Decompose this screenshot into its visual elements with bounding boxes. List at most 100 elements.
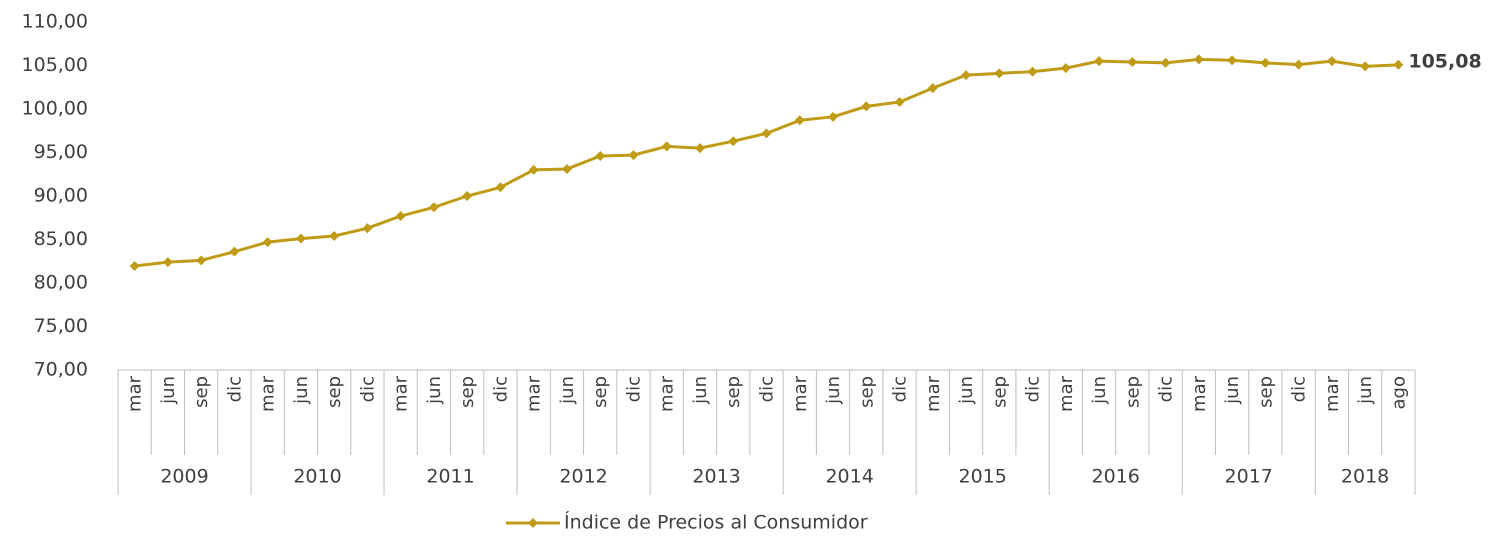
point-marker bbox=[1094, 56, 1105, 67]
point-marker bbox=[1193, 54, 1204, 65]
x-tick-label: sep bbox=[1122, 376, 1143, 408]
point-marker bbox=[861, 101, 872, 112]
y-tick-label: 75,00 bbox=[34, 315, 88, 337]
y-tick-label: 70,00 bbox=[34, 359, 88, 381]
x-tick-label: jun bbox=[1222, 376, 1243, 405]
y-tick-label: 85,00 bbox=[34, 228, 88, 250]
y-tick-label: 80,00 bbox=[34, 272, 88, 294]
x-tick-label: dic bbox=[224, 376, 245, 402]
x-tick-label: jun bbox=[1089, 376, 1110, 405]
point-marker bbox=[1326, 56, 1337, 67]
point-marker bbox=[694, 143, 705, 154]
point-marker bbox=[428, 202, 439, 213]
x-tick-label: jun bbox=[291, 376, 312, 405]
point-marker bbox=[595, 150, 606, 161]
y-tick-label: 105,00 bbox=[22, 54, 88, 76]
x-tick-label: jun bbox=[823, 376, 844, 405]
year-label: 2018 bbox=[1341, 466, 1389, 488]
x-tick-label: dic bbox=[357, 376, 378, 402]
x-tick-label: dic bbox=[1156, 376, 1177, 402]
year-label: 2016 bbox=[1092, 466, 1140, 488]
x-tick-label: dic bbox=[757, 376, 778, 402]
y-tick-label: 95,00 bbox=[34, 141, 88, 163]
point-marker bbox=[961, 70, 972, 81]
point-marker bbox=[162, 257, 173, 268]
point-marker bbox=[1127, 57, 1138, 68]
point-marker bbox=[262, 237, 273, 248]
x-tick-label: jun bbox=[956, 376, 977, 405]
point-marker bbox=[229, 246, 240, 257]
point-marker bbox=[561, 164, 572, 175]
x-tick-label: dic bbox=[1289, 376, 1310, 402]
point-marker bbox=[728, 136, 739, 147]
x-tick-label: mar bbox=[391, 375, 412, 412]
year-label: 2011 bbox=[426, 466, 474, 488]
point-marker bbox=[462, 191, 473, 201]
point-marker bbox=[1160, 57, 1171, 68]
data-label: 105,08 bbox=[1408, 50, 1481, 72]
point-marker bbox=[495, 182, 506, 193]
x-tick-label: sep bbox=[191, 376, 212, 408]
x-tick-label: jun bbox=[158, 376, 179, 405]
point-marker bbox=[628, 150, 639, 161]
point-marker bbox=[362, 223, 373, 234]
point-marker bbox=[994, 68, 1005, 79]
x-tick-label: sep bbox=[590, 376, 611, 408]
point-marker bbox=[528, 164, 539, 175]
x-tick-label: dic bbox=[890, 376, 911, 402]
point-marker bbox=[927, 83, 938, 94]
year-label: 2017 bbox=[1225, 466, 1273, 488]
y-tick-label: 90,00 bbox=[34, 185, 88, 207]
point-marker bbox=[196, 255, 207, 266]
x-tick-label: mar bbox=[258, 375, 279, 412]
x-tick-label: sep bbox=[989, 376, 1010, 408]
point-marker bbox=[1293, 59, 1304, 70]
x-tick-label: jun bbox=[690, 376, 711, 405]
x-tick-label: mar bbox=[923, 375, 944, 412]
point-marker bbox=[1393, 59, 1404, 70]
x-tick-label: mar bbox=[524, 375, 545, 412]
x-tick-label: mar bbox=[790, 375, 811, 412]
year-label: 2013 bbox=[692, 466, 740, 488]
point-marker bbox=[661, 141, 672, 152]
x-tick-label: sep bbox=[457, 376, 478, 408]
x-tick-label: dic bbox=[490, 376, 511, 402]
x-tick-label: sep bbox=[1255, 376, 1276, 408]
y-tick-label: 110,00 bbox=[22, 11, 88, 33]
point-marker bbox=[129, 261, 140, 272]
year-label: 2012 bbox=[559, 466, 607, 488]
series-line bbox=[134, 57, 1399, 268]
year-label: 2014 bbox=[825, 466, 873, 488]
x-tick-label: mar bbox=[125, 375, 146, 412]
point-marker bbox=[794, 115, 805, 126]
point-marker bbox=[1227, 55, 1238, 66]
point-marker bbox=[1260, 57, 1271, 68]
point-marker bbox=[395, 211, 406, 222]
year-label: 2010 bbox=[293, 466, 341, 488]
x-tick-label: jun bbox=[557, 376, 578, 405]
x-tick-label: mar bbox=[1189, 375, 1210, 412]
x-tick-label: mar bbox=[1322, 375, 1343, 412]
x-tick-label: sep bbox=[723, 376, 744, 408]
legend-label: Índice de Precios al Consumidor bbox=[564, 511, 868, 534]
x-tick-label: jun bbox=[424, 376, 445, 405]
x-tick-label: ago bbox=[1388, 376, 1409, 409]
point-marker bbox=[1027, 66, 1038, 77]
x-tick-label: mar bbox=[657, 375, 678, 412]
point-marker bbox=[894, 97, 905, 108]
x-tick-label: sep bbox=[856, 376, 877, 408]
point-marker bbox=[761, 128, 772, 139]
x-tick-label: sep bbox=[324, 376, 345, 408]
x-tick-label: dic bbox=[1023, 376, 1044, 402]
point-marker bbox=[1360, 61, 1371, 72]
x-tick-label: jun bbox=[1355, 376, 1376, 405]
point-marker bbox=[1060, 63, 1071, 74]
point-marker bbox=[329, 231, 340, 242]
legend-marker bbox=[528, 518, 538, 528]
point-marker bbox=[295, 233, 306, 244]
year-label: 2015 bbox=[958, 466, 1006, 488]
year-label: 2009 bbox=[160, 466, 208, 488]
point-marker bbox=[828, 111, 839, 122]
x-tick-label: mar bbox=[1056, 375, 1077, 412]
